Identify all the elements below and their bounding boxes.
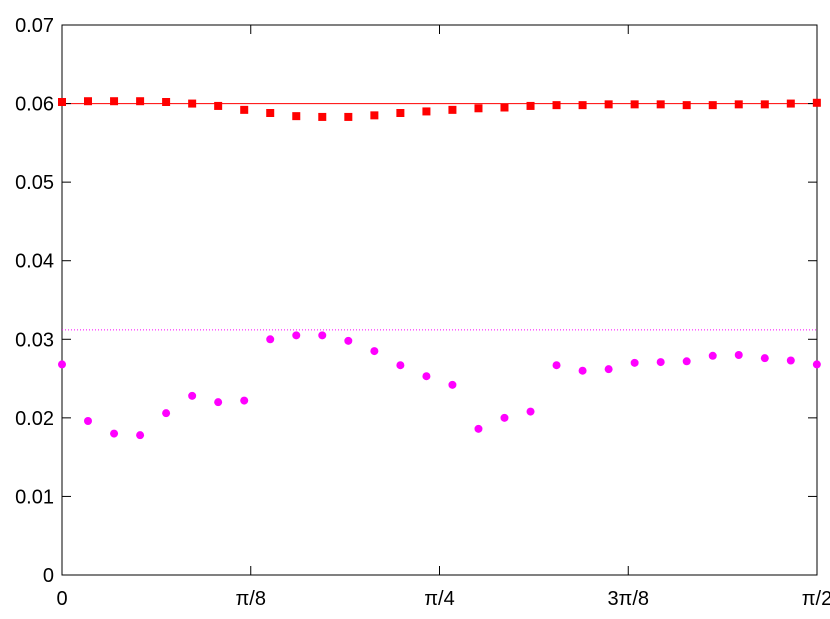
data-point-circle — [734, 351, 743, 359]
y-tick-label: 0.05 — [15, 172, 54, 194]
data-point-circle — [84, 417, 93, 425]
reference-lines — [62, 103, 817, 331]
x-tick-label: π/2 — [802, 588, 830, 610]
data-point-circle — [578, 366, 587, 375]
data-point-circle — [630, 358, 639, 367]
data-point-circle — [266, 335, 275, 344]
data-point-circle — [448, 380, 457, 389]
data-point-circle — [552, 361, 561, 370]
data-point-square — [240, 105, 249, 114]
data-point-circle — [162, 409, 171, 418]
data-point-square — [58, 98, 66, 106]
data-point-circle — [240, 396, 249, 405]
x-tick-label: 3π/8 — [607, 588, 649, 610]
y-tick-label: 0.04 — [15, 251, 54, 273]
data-point-square — [578, 101, 587, 110]
y-tick-label: 0.02 — [15, 408, 54, 430]
series-0 — [58, 97, 821, 121]
y-tick-label: 0.01 — [15, 486, 54, 508]
data-point-circle — [396, 361, 405, 370]
data-point-circle — [110, 429, 119, 438]
data-point-square — [474, 104, 483, 113]
data-point-square — [344, 112, 353, 121]
data-point-circle — [422, 372, 431, 381]
data-point-circle — [760, 354, 769, 363]
y-tick-label: 0.06 — [15, 94, 54, 116]
y-tick-label: 0 — [43, 565, 54, 587]
data-point-circle — [604, 365, 613, 374]
data-point-square — [448, 105, 457, 114]
data-point-square — [682, 101, 691, 110]
data-point-square — [162, 98, 171, 106]
axis-ticks — [61, 24, 818, 576]
data-point-circle — [656, 358, 665, 367]
data-point-circle — [474, 424, 483, 433]
data-point-square — [630, 100, 639, 109]
data-point-square — [214, 101, 223, 110]
data-point-square — [786, 99, 795, 108]
data-point-square — [136, 97, 145, 106]
data-point-circle — [58, 360, 66, 369]
y-tick-label: 0.07 — [15, 15, 54, 37]
data-point-square — [500, 103, 509, 112]
x-tick-label: π/4 — [424, 588, 454, 610]
data-point-circle — [682, 357, 691, 366]
data-point-circle — [344, 336, 353, 345]
data-point-circle — [136, 431, 145, 440]
data-point-circle — [500, 413, 509, 422]
plot-frame — [61, 24, 818, 576]
data-point-square — [318, 112, 327, 121]
data-point-square — [812, 98, 821, 107]
data-point-circle — [812, 360, 821, 369]
data-point-circle — [318, 331, 327, 340]
x-tick-labels: 0 π/8 π/4 3π/8 π/2 — [56, 588, 830, 610]
data-point-square — [110, 97, 119, 106]
data-point-circle — [786, 356, 795, 365]
data-point-square — [370, 111, 379, 120]
data-point-circle — [370, 347, 379, 356]
data-point-square — [604, 100, 613, 109]
data-point-circle — [214, 398, 223, 407]
data-point-circle — [708, 351, 717, 360]
data-point-square — [188, 99, 197, 108]
data-point-circle — [526, 407, 535, 416]
y-tick-label: 0.03 — [15, 329, 54, 351]
data-point-square — [422, 107, 431, 116]
data-point-square — [396, 109, 405, 117]
data-point-circle — [292, 331, 301, 340]
data-point-square — [292, 112, 301, 121]
data-point-square — [760, 100, 769, 109]
data-point-square — [552, 101, 561, 110]
data-point-square — [656, 100, 665, 109]
data-point-square — [526, 101, 535, 110]
series-1 — [58, 331, 821, 440]
series-layer — [58, 97, 821, 440]
y-tick-labels: 0 0.01 0.02 0.03 0.04 0.05 0.06 0.07 — [15, 15, 54, 587]
x-tick-label: 0 — [56, 588, 67, 610]
data-point-square — [708, 101, 717, 110]
data-point-circle — [188, 391, 197, 400]
data-point-square — [84, 97, 93, 106]
data-point-square — [734, 100, 743, 109]
data-point-square — [266, 109, 275, 117]
x-tick-label: π/8 — [236, 588, 266, 610]
